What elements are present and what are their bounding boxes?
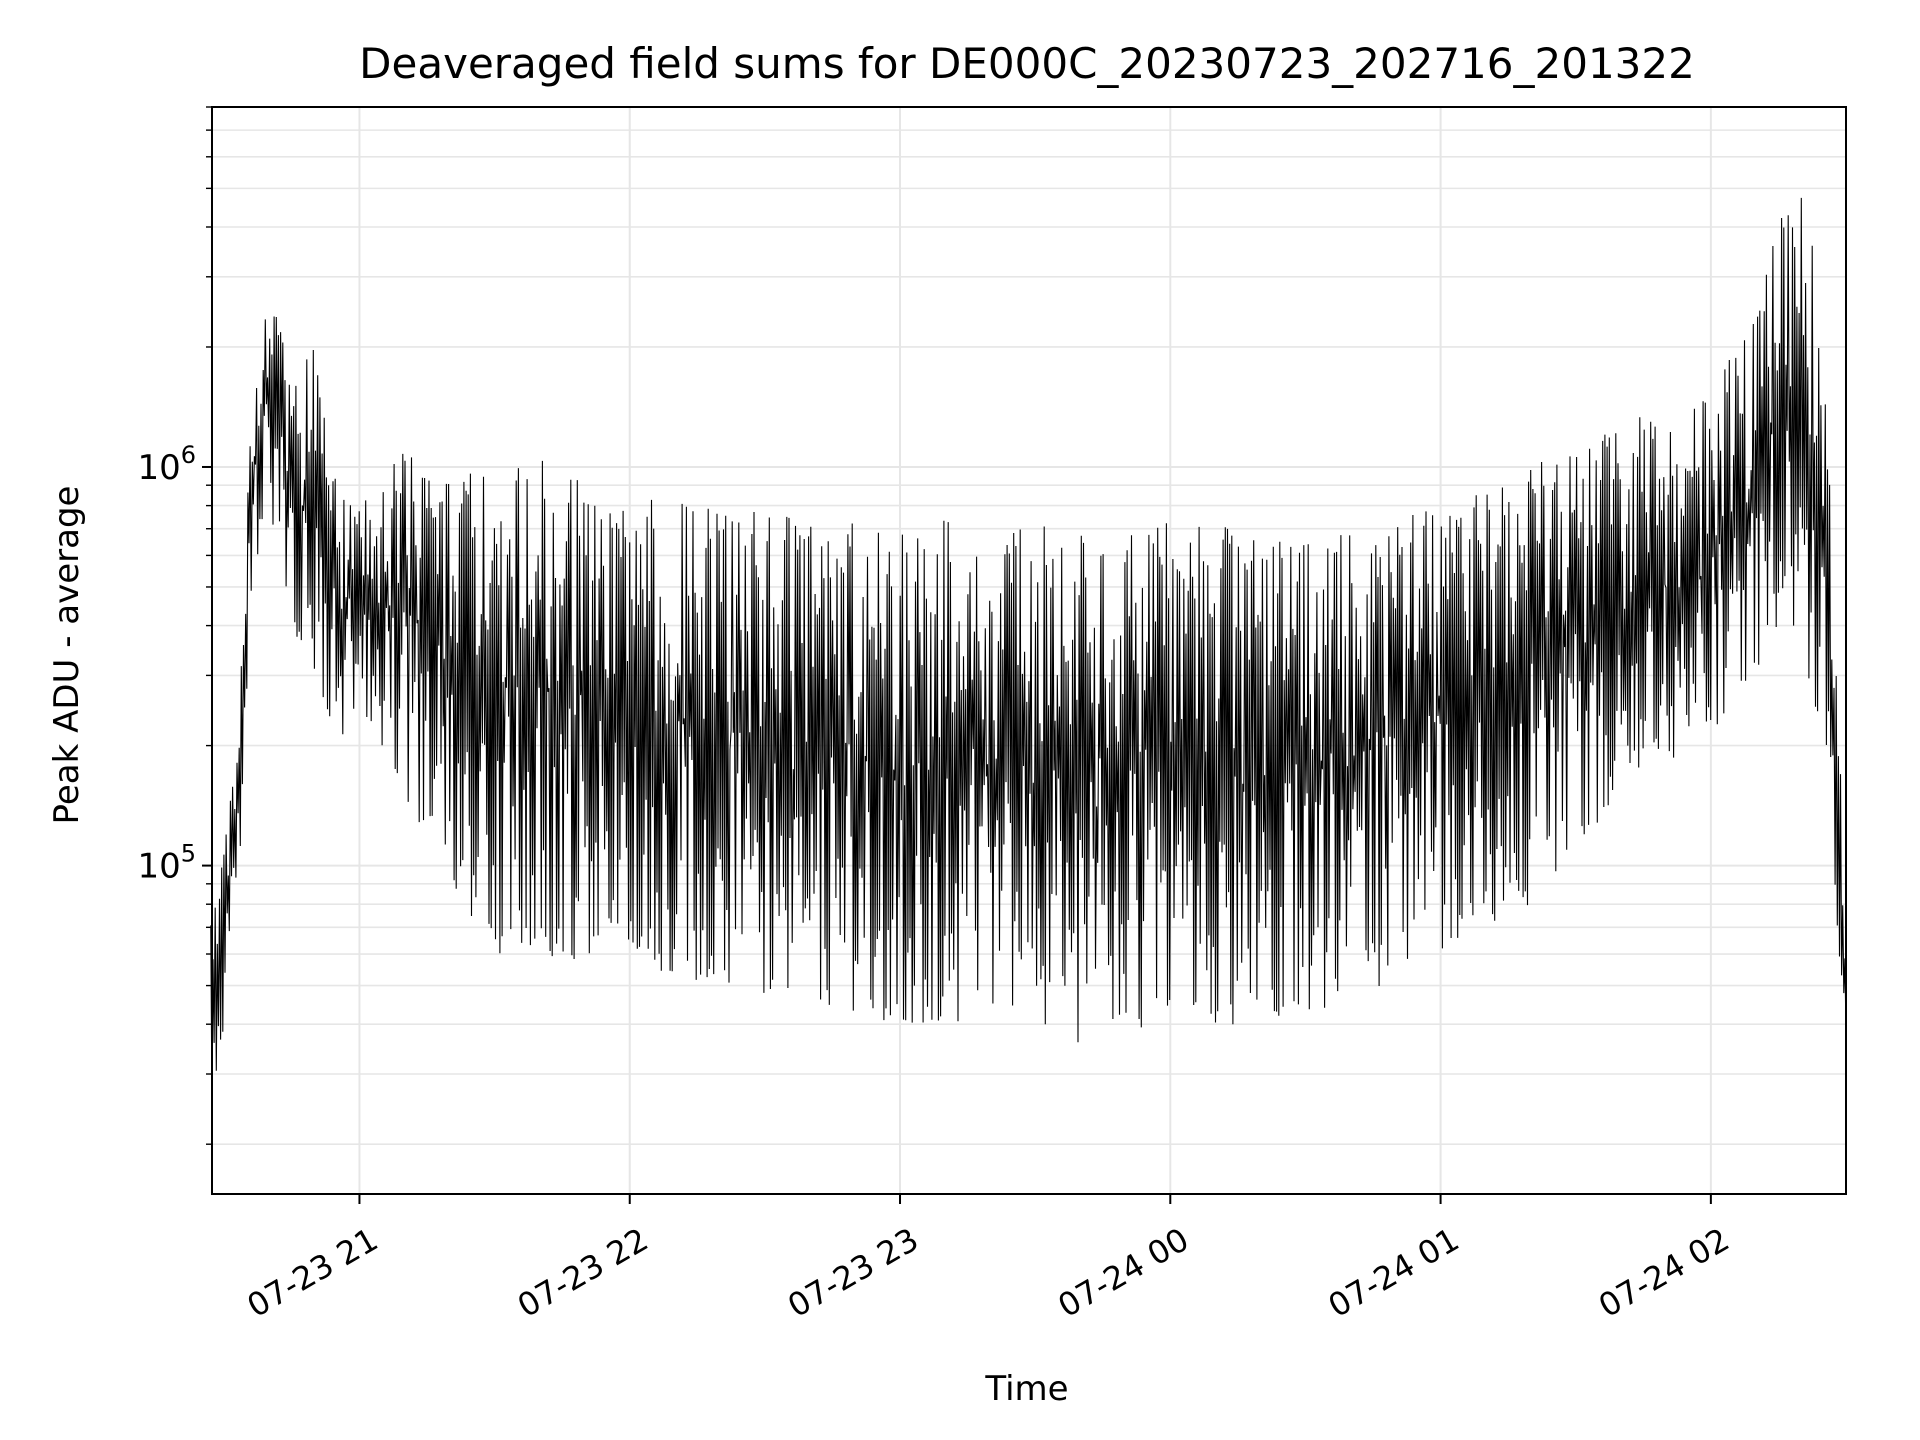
y-tick-exponent: 5 — [181, 840, 196, 868]
plot-frame — [211, 106, 1847, 1195]
chart-title: Deaveraged field sums for DE000C_2023072… — [359, 39, 1695, 88]
y-tick-exponent: 6 — [181, 441, 196, 469]
x-axis-label: Time — [984, 1369, 1068, 1409]
y-axis-label: Peak ADU - average — [47, 486, 87, 825]
series-line — [210, 197, 1847, 1099]
